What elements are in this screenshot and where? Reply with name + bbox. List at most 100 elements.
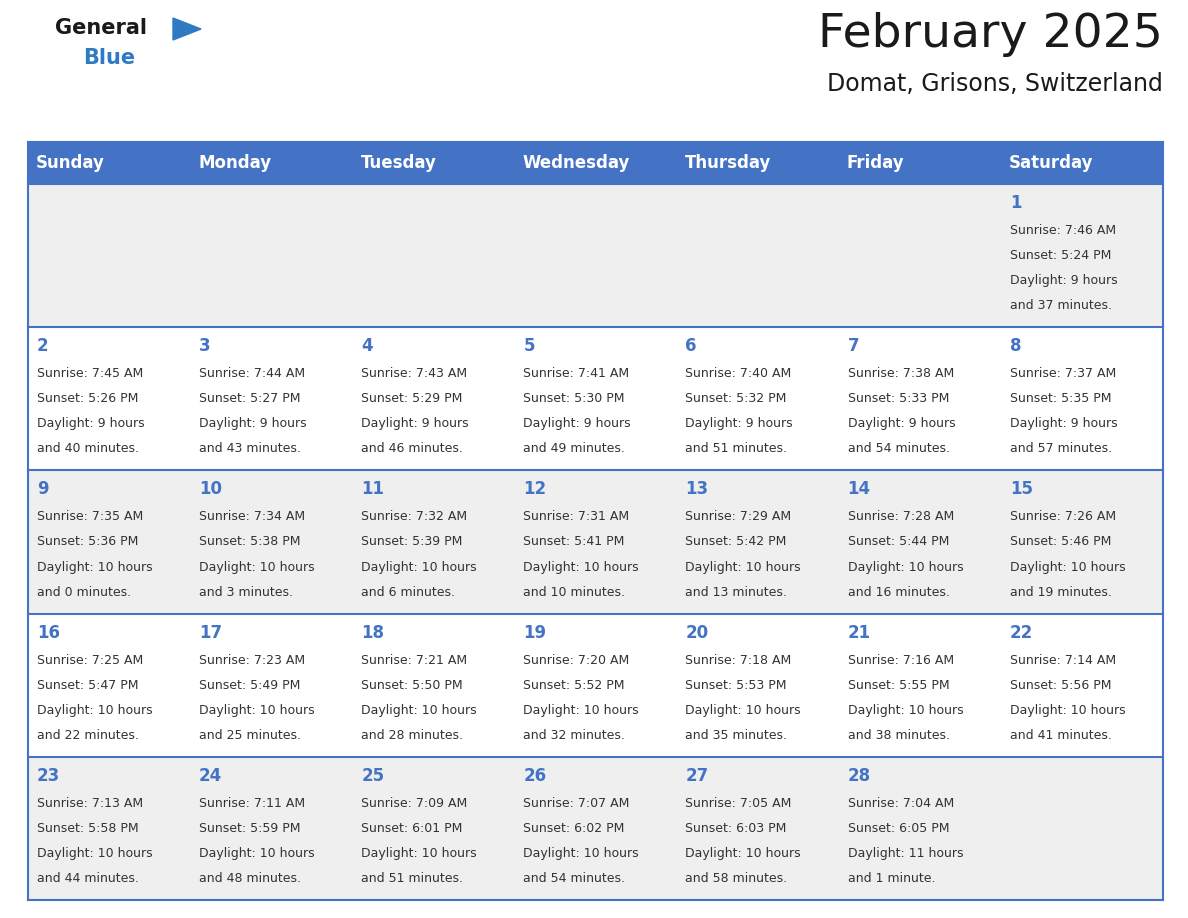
Text: 12: 12: [524, 480, 546, 498]
Text: and 38 minutes.: and 38 minutes.: [847, 729, 949, 742]
FancyBboxPatch shape: [1000, 756, 1163, 900]
Text: Sunset: 5:59 PM: Sunset: 5:59 PM: [200, 822, 301, 834]
Text: and 28 minutes.: and 28 minutes.: [361, 729, 463, 742]
Text: Sunday: Sunday: [36, 154, 105, 172]
Text: Daylight: 10 hours: Daylight: 10 hours: [524, 704, 639, 717]
Text: and 16 minutes.: and 16 minutes.: [847, 586, 949, 599]
FancyBboxPatch shape: [353, 470, 514, 613]
Text: 22: 22: [1010, 623, 1034, 642]
Text: Sunset: 5:42 PM: Sunset: 5:42 PM: [685, 535, 786, 548]
FancyBboxPatch shape: [677, 470, 839, 613]
Text: and 41 minutes.: and 41 minutes.: [1010, 729, 1112, 742]
Text: Sunset: 5:55 PM: Sunset: 5:55 PM: [847, 678, 949, 691]
Text: Sunrise: 7:13 AM: Sunrise: 7:13 AM: [37, 797, 143, 810]
Text: 8: 8: [1010, 337, 1022, 355]
Text: Sunset: 5:58 PM: Sunset: 5:58 PM: [37, 822, 139, 834]
Text: Tuesday: Tuesday: [360, 154, 436, 172]
Text: Sunrise: 7:07 AM: Sunrise: 7:07 AM: [524, 797, 630, 810]
Text: Sunset: 5:39 PM: Sunset: 5:39 PM: [361, 535, 462, 548]
Text: Sunrise: 7:11 AM: Sunrise: 7:11 AM: [200, 797, 305, 810]
Text: Sunrise: 7:45 AM: Sunrise: 7:45 AM: [37, 367, 144, 380]
FancyBboxPatch shape: [29, 184, 190, 327]
Text: Sunset: 5:35 PM: Sunset: 5:35 PM: [1010, 392, 1111, 405]
Text: Sunrise: 7:20 AM: Sunrise: 7:20 AM: [524, 654, 630, 666]
FancyBboxPatch shape: [839, 142, 1000, 184]
FancyBboxPatch shape: [190, 613, 353, 756]
Text: and 35 minutes.: and 35 minutes.: [685, 729, 788, 742]
Text: Sunset: 6:02 PM: Sunset: 6:02 PM: [524, 822, 625, 834]
Text: Sunrise: 7:18 AM: Sunrise: 7:18 AM: [685, 654, 791, 666]
FancyBboxPatch shape: [1000, 142, 1163, 184]
Text: Daylight: 9 hours: Daylight: 9 hours: [200, 418, 307, 431]
FancyBboxPatch shape: [353, 613, 514, 756]
FancyBboxPatch shape: [353, 184, 514, 327]
Text: and 22 minutes.: and 22 minutes.: [37, 729, 139, 742]
Text: Sunset: 5:44 PM: Sunset: 5:44 PM: [847, 535, 949, 548]
Text: Sunset: 5:50 PM: Sunset: 5:50 PM: [361, 678, 463, 691]
FancyBboxPatch shape: [839, 327, 1000, 470]
Text: Daylight: 10 hours: Daylight: 10 hours: [524, 847, 639, 860]
Text: Sunset: 5:30 PM: Sunset: 5:30 PM: [524, 392, 625, 405]
Text: Sunset: 5:32 PM: Sunset: 5:32 PM: [685, 392, 786, 405]
Text: Sunrise: 7:14 AM: Sunrise: 7:14 AM: [1010, 654, 1116, 666]
Text: Sunrise: 7:43 AM: Sunrise: 7:43 AM: [361, 367, 467, 380]
Text: Sunset: 5:29 PM: Sunset: 5:29 PM: [361, 392, 462, 405]
Text: Sunset: 5:49 PM: Sunset: 5:49 PM: [200, 678, 301, 691]
FancyBboxPatch shape: [677, 327, 839, 470]
Text: Daylight: 10 hours: Daylight: 10 hours: [685, 561, 801, 574]
Text: and 57 minutes.: and 57 minutes.: [1010, 442, 1112, 455]
Text: Domat, Grisons, Switzerland: Domat, Grisons, Switzerland: [827, 72, 1163, 96]
Text: 15: 15: [1010, 480, 1032, 498]
Text: Sunrise: 7:28 AM: Sunrise: 7:28 AM: [847, 510, 954, 523]
Text: 5: 5: [524, 337, 535, 355]
Text: Sunset: 5:24 PM: Sunset: 5:24 PM: [1010, 249, 1111, 262]
Text: and 44 minutes.: and 44 minutes.: [37, 872, 139, 885]
Text: 6: 6: [685, 337, 697, 355]
Text: Sunset: 6:01 PM: Sunset: 6:01 PM: [361, 822, 462, 834]
Text: Daylight: 10 hours: Daylight: 10 hours: [361, 847, 476, 860]
Text: and 43 minutes.: and 43 minutes.: [200, 442, 301, 455]
Text: Sunrise: 7:26 AM: Sunrise: 7:26 AM: [1010, 510, 1116, 523]
Text: 11: 11: [361, 480, 384, 498]
Text: 3: 3: [200, 337, 210, 355]
Text: and 6 minutes.: and 6 minutes.: [361, 586, 455, 599]
Text: 7: 7: [847, 337, 859, 355]
FancyBboxPatch shape: [514, 327, 677, 470]
Text: and 49 minutes.: and 49 minutes.: [524, 442, 625, 455]
Text: Daylight: 10 hours: Daylight: 10 hours: [37, 704, 152, 717]
FancyBboxPatch shape: [514, 756, 677, 900]
Text: 1: 1: [1010, 194, 1022, 212]
Text: Wednesday: Wednesday: [523, 154, 630, 172]
Text: Sunset: 6:05 PM: Sunset: 6:05 PM: [847, 822, 949, 834]
Text: Sunrise: 7:46 AM: Sunrise: 7:46 AM: [1010, 224, 1116, 237]
Text: Daylight: 10 hours: Daylight: 10 hours: [37, 561, 152, 574]
Text: General: General: [55, 18, 147, 38]
Text: Sunset: 6:03 PM: Sunset: 6:03 PM: [685, 822, 786, 834]
Text: and 25 minutes.: and 25 minutes.: [200, 729, 301, 742]
Text: Sunrise: 7:23 AM: Sunrise: 7:23 AM: [200, 654, 305, 666]
Text: 4: 4: [361, 337, 373, 355]
Text: 13: 13: [685, 480, 708, 498]
Text: and 10 minutes.: and 10 minutes.: [524, 586, 625, 599]
Text: Saturday: Saturday: [1009, 154, 1093, 172]
Text: Daylight: 10 hours: Daylight: 10 hours: [685, 847, 801, 860]
Text: Sunrise: 7:35 AM: Sunrise: 7:35 AM: [37, 510, 144, 523]
Text: Sunrise: 7:38 AM: Sunrise: 7:38 AM: [847, 367, 954, 380]
Text: Sunrise: 7:04 AM: Sunrise: 7:04 AM: [847, 797, 954, 810]
Text: and 48 minutes.: and 48 minutes.: [200, 872, 301, 885]
FancyBboxPatch shape: [190, 756, 353, 900]
Text: Daylight: 11 hours: Daylight: 11 hours: [847, 847, 963, 860]
Text: 14: 14: [847, 480, 871, 498]
Text: and 32 minutes.: and 32 minutes.: [524, 729, 625, 742]
FancyBboxPatch shape: [677, 756, 839, 900]
Text: Monday: Monday: [198, 154, 271, 172]
Text: Sunrise: 7:40 AM: Sunrise: 7:40 AM: [685, 367, 791, 380]
Text: Sunrise: 7:16 AM: Sunrise: 7:16 AM: [847, 654, 954, 666]
Text: Daylight: 9 hours: Daylight: 9 hours: [361, 418, 469, 431]
FancyBboxPatch shape: [1000, 613, 1163, 756]
FancyBboxPatch shape: [677, 184, 839, 327]
FancyBboxPatch shape: [29, 327, 190, 470]
FancyBboxPatch shape: [839, 613, 1000, 756]
FancyBboxPatch shape: [190, 327, 353, 470]
Text: Sunset: 5:56 PM: Sunset: 5:56 PM: [1010, 678, 1111, 691]
